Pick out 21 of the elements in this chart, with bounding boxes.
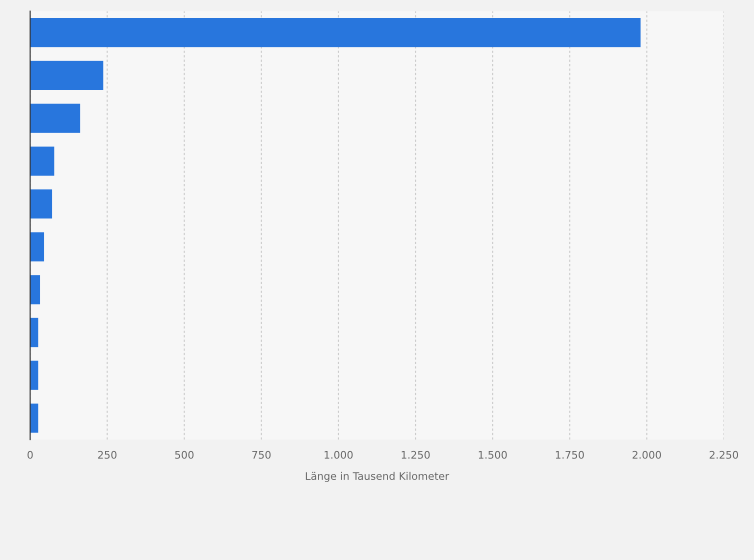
- x-tick-label: 0: [28, 450, 33, 459]
- x-tick-label: 1.250: [402, 450, 430, 459]
- x-tick-label: 500: [175, 450, 194, 459]
- bar: [30, 18, 641, 48]
- x-tick-label: 1.500: [478, 450, 507, 459]
- x-tick-label: 1.000: [324, 450, 353, 459]
- bar: [30, 60, 104, 90]
- bar: [30, 404, 38, 433]
- bar: [30, 146, 54, 176]
- x-tick-label: 1.750: [556, 450, 584, 459]
- x-tick-label: 2.000: [632, 450, 661, 459]
- bar: [30, 104, 80, 133]
- x-tick-label: 750: [252, 450, 271, 459]
- bar: [30, 275, 40, 304]
- x-axis-title: Länge in Tausend Kilometer: [306, 472, 450, 482]
- bar: [30, 189, 52, 219]
- bar: [30, 318, 38, 348]
- x-tick-label: 250: [98, 450, 116, 459]
- bar: [30, 232, 44, 262]
- bar: [30, 360, 38, 390]
- x-tick-label: 2.250: [710, 450, 738, 459]
